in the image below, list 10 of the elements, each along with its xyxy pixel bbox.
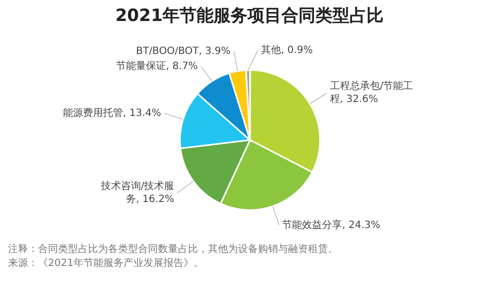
text: 注释：合同类型占比为各类型合同数量占比，其他为设备购销与融资租赁。: [8, 242, 338, 256]
slice-label: 工程总承包/节能工程, 32.6%: [330, 80, 414, 106]
source-note: 来源：《2021年节能服务产业发展报告》。: [8, 256, 204, 270]
slice-label: 能源费用托管, 13.4%: [63, 106, 162, 120]
slice-label: 技术咨询/技术服务, 16.2%: [100, 180, 174, 206]
slice-label: 节能量保证, 8.7%: [116, 60, 198, 73]
slice-label: 其他, 0.9%: [261, 44, 313, 57]
slice-label: 节能效益分享, 24.3%: [282, 218, 380, 232]
chart-title: 2021年节能服务项目合同类型占比: [114, 5, 385, 27]
slice-label: BT/BOO/BOT, 3.9%: [136, 44, 231, 58]
